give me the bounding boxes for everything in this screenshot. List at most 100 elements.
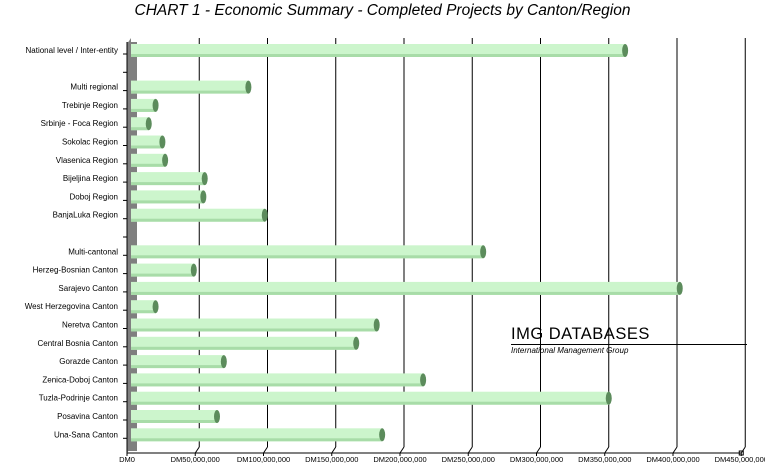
x-tick-label: DM400,000,000 <box>646 455 699 464</box>
category-label: Central Bosnia Canton <box>38 339 119 348</box>
category-label: National level / Inter-entity <box>26 46 119 55</box>
category-label: Srbinje - Foca Region <box>41 119 118 128</box>
bars <box>131 44 683 442</box>
bar <box>131 355 227 369</box>
bar-shade <box>131 127 149 131</box>
category-label: Sarajevo Canton <box>58 284 118 293</box>
bar <box>131 428 386 442</box>
x-tick-label: DM50,000,000 <box>171 455 220 464</box>
bar-end-cap <box>159 135 166 149</box>
bar <box>131 44 629 57</box>
bar-end-cap <box>145 117 152 131</box>
x-tick-label: DM100,000,000 <box>237 455 290 464</box>
bar <box>131 410 220 423</box>
category-label: West Herzegovina Canton <box>25 302 118 311</box>
watermark-name: IMG DATABASES <box>511 325 650 343</box>
bar-shade <box>131 420 217 423</box>
bar-shade <box>131 310 156 314</box>
bar-shade <box>131 218 265 222</box>
bar <box>131 318 380 332</box>
bar-face <box>131 80 249 94</box>
x-tick-label: DM350,000,000 <box>578 455 631 464</box>
bar-face <box>131 172 205 186</box>
bar-face <box>131 263 194 277</box>
bar-end-cap <box>152 98 159 112</box>
axes <box>123 42 744 456</box>
category-label: Tuzla-Podrinje Canton <box>39 394 118 403</box>
gridline-floor <box>263 446 268 454</box>
bar-face <box>131 190 204 204</box>
bar-face <box>131 373 424 387</box>
gridline-floor <box>399 446 405 454</box>
bar <box>131 135 166 149</box>
gridline-floor <box>467 446 473 454</box>
watermark-subtitle: International Management Group <box>511 346 629 355</box>
bar <box>131 208 268 222</box>
bar-shade <box>131 108 156 112</box>
bar-face <box>131 336 357 350</box>
bar-face <box>131 245 484 259</box>
bar-face <box>131 428 383 442</box>
bar <box>131 172 208 186</box>
gridline-floor <box>536 446 541 454</box>
bar <box>131 190 207 204</box>
bar-end-cap <box>605 391 612 405</box>
x-tick-label: DM150,000,000 <box>305 455 358 464</box>
category-label: Multi regional <box>70 83 118 92</box>
bar-end-cap <box>190 263 197 277</box>
bar-end-cap <box>213 410 220 423</box>
bar-face <box>131 98 156 112</box>
x-tick-label: DM0 <box>119 455 135 464</box>
bar-face <box>131 208 265 222</box>
category-label: Posavina Canton <box>57 412 118 421</box>
bar <box>131 263 197 277</box>
bar-shade <box>131 383 424 387</box>
bar-end-cap <box>353 336 360 350</box>
category-label: Vlasenica Region <box>56 156 118 165</box>
bar-shade <box>131 145 163 149</box>
bar-shade <box>131 90 249 94</box>
bar-end-cap <box>379 428 386 442</box>
category-label: Trebinje Region <box>62 101 118 110</box>
bar-shade <box>131 328 377 332</box>
bar-face <box>131 117 149 131</box>
x-tick-label: DM200,000,000 <box>373 455 426 464</box>
bar-shade <box>131 255 484 259</box>
bar-end-cap <box>201 172 208 186</box>
x-tick-label: DM250,000,000 <box>442 455 495 464</box>
bar-end-cap <box>152 300 159 314</box>
category-label: Sokolac Region <box>62 138 118 147</box>
x-tick-label: DM300,000,000 <box>510 455 563 464</box>
bar-face <box>131 391 609 405</box>
category-label: Una-Sana Canton <box>54 430 118 439</box>
bar-face <box>131 410 217 423</box>
gridline-floor <box>740 446 746 454</box>
bar-shade <box>131 438 383 442</box>
bar <box>131 300 159 314</box>
bar-shade <box>131 346 357 350</box>
gridline-floor <box>194 446 200 454</box>
img-databases-watermark: IMG DATABASES International Management G… <box>511 324 747 356</box>
category-label: Neretva Canton <box>62 321 118 330</box>
bar-shade <box>131 200 204 204</box>
category-label: Bijeljina Region <box>63 174 118 183</box>
bar-end-cap <box>420 373 427 387</box>
category-label: Doboj Region <box>70 192 118 201</box>
bar <box>131 281 683 295</box>
gridline-floor <box>672 446 678 454</box>
bar <box>131 373 427 387</box>
bar-shade <box>131 163 166 167</box>
bar <box>131 336 360 350</box>
bar-shade <box>131 182 205 186</box>
bar-face <box>131 44 626 57</box>
category-label: BanjaLuka Region <box>53 211 118 220</box>
x-tick-labels: DM0 DM50,000,000 DM100,000,000 DM150,000,00… <box>119 453 765 464</box>
x-tick-label: DM450,000,000 <box>715 455 765 464</box>
bar-end-cap <box>480 245 487 259</box>
chart-title: CHART 1 - Economic Summary - Completed P… <box>134 2 631 19</box>
bar-end-cap <box>220 355 227 369</box>
bar-shade <box>131 54 626 57</box>
bar-face <box>131 318 377 332</box>
bar <box>131 117 152 131</box>
